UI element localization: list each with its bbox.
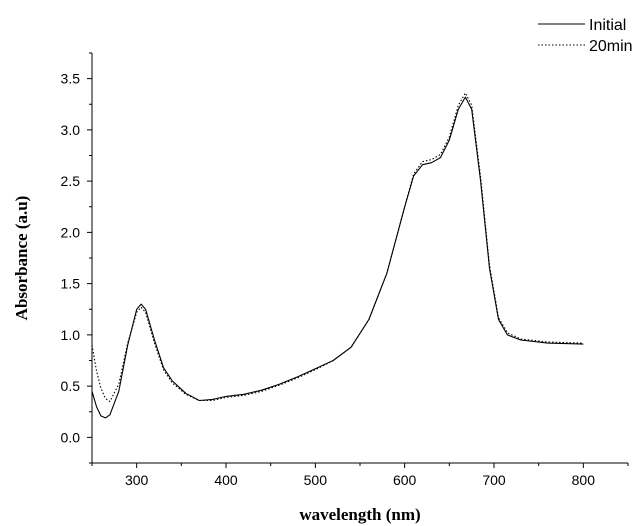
y-tick-label: 3.5 (61, 71, 81, 87)
x-tick-label: 700 (482, 472, 506, 488)
y-axis-title: Absorbance (a.u) (12, 196, 31, 321)
x-axis-title: wavelength (nm) (299, 505, 420, 524)
y-tick-label: 2.5 (61, 173, 81, 189)
x-axis-ticks: 300 400 500 600 700 800 (91, 463, 629, 488)
legend-label-20min: 20min (589, 38, 633, 55)
y-tick-label: 0.5 (61, 378, 81, 394)
y-tick-label: 1.5 (61, 276, 81, 292)
legend: Initial 20min (538, 17, 633, 55)
plot-frame (91, 53, 628, 464)
series-line-20min (91, 92, 584, 403)
y-tick-label: 3.0 (61, 122, 81, 138)
series-layer (91, 92, 584, 419)
y-tick-label: 0.0 (61, 429, 81, 445)
x-tick-label: 300 (125, 472, 149, 488)
x-tick-label: 400 (214, 472, 238, 488)
y-tick-label: 1.0 (61, 327, 81, 343)
y-tick-label: 2.0 (61, 224, 81, 240)
x-tick-label: 500 (304, 472, 328, 488)
y-axis-ticks: 0.0 0.5 1.0 1.5 2.0 2.5 3.0 3.5 (61, 52, 92, 464)
x-tick-label: 800 (572, 472, 596, 488)
legend-label-initial: Initial (589, 17, 626, 34)
x-tick-label: 600 (393, 472, 417, 488)
series-line-initial (91, 96, 584, 419)
